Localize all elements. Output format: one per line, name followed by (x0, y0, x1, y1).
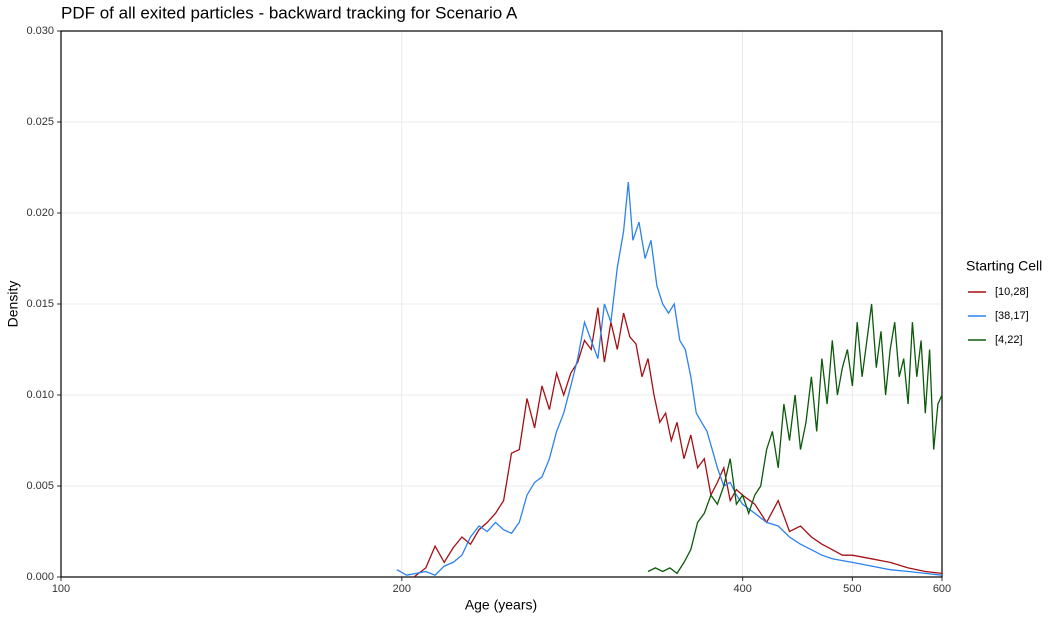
y-tick-label: 0.000 (26, 571, 54, 583)
x-tick-label: 100 (52, 583, 70, 595)
series-line (413, 307, 943, 578)
chart-title: PDF of all exited particles - backward t… (61, 3, 518, 22)
plot-frame (60, 30, 943, 578)
legend-label: [38,17] (995, 310, 1029, 322)
x-tick-label: 200 (393, 583, 411, 595)
y-tick-label: 0.010 (26, 389, 54, 401)
x-tick-label: 400 (733, 583, 751, 595)
series-line (396, 182, 943, 576)
y-tick-label: 0.030 (26, 25, 54, 37)
y-tick-label: 0.025 (26, 116, 54, 128)
y-tick-label: 0.005 (26, 480, 54, 492)
y-tick-label: 0.015 (26, 298, 54, 310)
y-tick-label: 0.020 (26, 207, 54, 219)
legend-label: [10,28] (995, 286, 1029, 298)
legend-label: [4,22] (995, 334, 1023, 346)
legend-title: Starting Cell (966, 258, 1042, 274)
x-tick-label: 500 (843, 583, 861, 595)
series-line (647, 303, 943, 575)
x-axis-label: Age (years) (465, 597, 537, 613)
y-axis-label: Density (5, 281, 21, 328)
x-tick-label: 600 (933, 583, 951, 595)
